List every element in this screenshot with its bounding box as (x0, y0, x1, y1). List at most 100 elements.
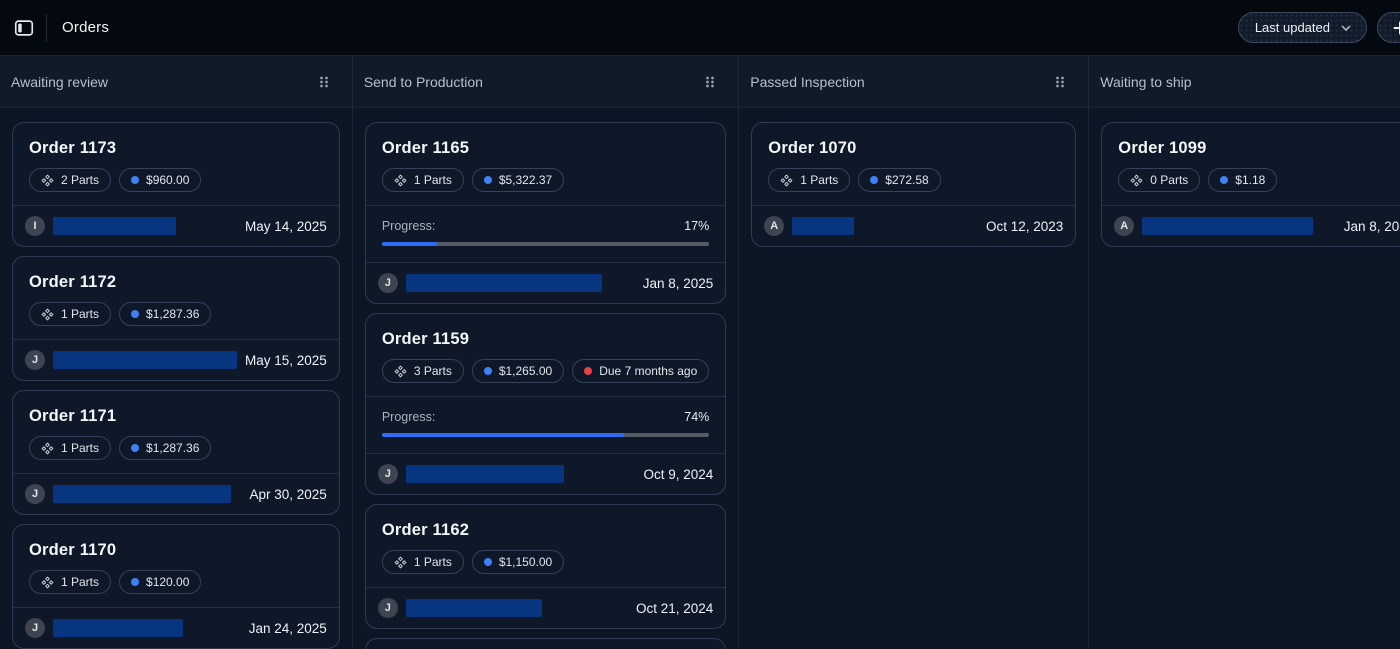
sort-dropdown-label: Last updated (1254, 20, 1330, 35)
chevron-down-icon (1341, 25, 1351, 31)
due-dot-icon (584, 367, 593, 375)
card-content: Order 1099 0 Parts $1.18 (1102, 123, 1400, 205)
card-content: Order 1162 1 Parts $1,150.00 (366, 505, 725, 587)
parts-icon (41, 442, 54, 454)
order-card[interactable]: Order 1173 2 Parts $960.00 I May 14, 2025 (12, 122, 340, 247)
amount-badge: $960.00 (119, 168, 202, 192)
amount-value: $1,265.00 (498, 364, 553, 378)
badge-row: 1 Parts $272.58 (768, 168, 1059, 192)
order-title: Order 1165 (381, 139, 470, 157)
add-order-button[interactable] (1377, 12, 1400, 43)
amount-badge: $272.58 (858, 168, 941, 192)
column-drag-handle[interactable] (312, 70, 336, 94)
parts-count: 1 Parts (61, 307, 100, 321)
order-card[interactable]: Order 1070 1 Parts $272.58 A Oct 12, 2023 (751, 122, 1077, 247)
card-footer: A Jan 8, 2024 (1102, 205, 1400, 246)
due-date: May 15, 2025 (245, 352, 327, 368)
drag-handle-icon (706, 76, 715, 87)
card-footer: A Oct 12, 2023 (752, 205, 1076, 246)
parts-count: 1 Parts (61, 575, 100, 589)
kanban-column: Awaiting review Order 1173 2 Parts $960.00 I… (0, 56, 353, 649)
parts-count: 1 Parts (61, 441, 100, 455)
column-title: Awaiting review (11, 73, 109, 90)
timeline-bar (405, 465, 564, 483)
badge-row: 1 Parts $1,150.00 (381, 550, 709, 574)
progress-section: Progress: 17% (365, 205, 726, 262)
amount-dot-icon (870, 176, 879, 184)
amount-badge: $1,150.00 (471, 550, 565, 574)
due-date: Jan 8, 2025 (642, 275, 714, 291)
column-cards: Order 1165 1 Parts $5,322.37 Progress: 17% J J… (353, 108, 738, 649)
order-card[interactable]: Order 1099 0 Parts $1.18 A Jan 8, 2024 (1101, 122, 1400, 247)
order-card[interactable]: Order 1171 1 Parts $1,287.36 J Apr 30, 2025 (12, 390, 340, 515)
card-footer: J Oct 21, 2024 (365, 587, 726, 628)
progress-label: Progress: (381, 410, 436, 424)
amount-dot-icon (483, 558, 492, 566)
column-header: Awaiting review (0, 56, 352, 108)
amount-value: $1,287.36 (146, 441, 200, 455)
kanban-column: Passed Inspection Order 1070 1 Parts $272.5… (739, 56, 1090, 649)
card-content: Order 1070 1 Parts $272.58 (752, 123, 1075, 205)
amount-badge: $1,265.00 (471, 359, 565, 383)
badge-row: 0 Parts $1.18 (1118, 168, 1400, 192)
amount-value: $120.00 (146, 575, 190, 589)
order-card[interactable]: Order 1165 1 Parts $5,322.37 Progress: 17% J J… (364, 122, 727, 304)
amount-value: $960.00 (146, 173, 190, 187)
parts-badge: 2 Parts (29, 168, 112, 192)
due-label: Due 7 months ago (599, 364, 698, 378)
amount-badge: $1,287.36 (119, 302, 212, 326)
order-card[interactable] (364, 638, 727, 649)
order-title: Order 1159 (381, 330, 470, 348)
board: Awaiting review Order 1173 2 Parts $960.00 I… (0, 56, 1400, 649)
drag-handle-icon (319, 76, 328, 87)
column-drag-handle[interactable] (1048, 70, 1072, 94)
progress-value: 74% (684, 410, 710, 424)
order-title: Order 1173 (29, 139, 117, 157)
order-title: Order 1172 (29, 273, 117, 291)
parts-badge: 3 Parts (381, 359, 464, 383)
order-title: Order 1171 (29, 407, 117, 425)
progress-track (381, 242, 710, 246)
parts-badge: 1 Parts (381, 168, 464, 192)
order-card[interactable]: Order 1170 1 Parts $120.00 J Jan 24, 2025 (12, 524, 340, 649)
badge-row: 1 Parts $1,287.36 (29, 302, 323, 326)
badge-row: 1 Parts $120.00 (29, 570, 323, 594)
amount-dot-icon (131, 578, 140, 586)
parts-icon (41, 576, 54, 588)
amount-badge: $1,287.36 (119, 436, 212, 460)
card-footer: J Jan 8, 2025 (365, 262, 726, 303)
card-footer: J Oct 9, 2024 (365, 453, 726, 494)
order-card[interactable]: Order 1162 1 Parts $1,150.00 J Oct 21, 2024 (364, 504, 727, 629)
due-badge: Due 7 months ago (572, 359, 710, 383)
order-card[interactable]: Order 1172 1 Parts $1,287.36 J May 15, 2025 (12, 256, 340, 381)
column-drag-handle[interactable] (698, 70, 722, 94)
parts-badge: 1 Parts (29, 302, 112, 326)
column-title: Passed Inspection (750, 73, 865, 90)
timeline-bar (792, 217, 855, 235)
assignee-avatar: J (25, 350, 45, 370)
parts-badge: 1 Parts (29, 436, 112, 460)
page-title: Orders (62, 19, 110, 36)
parts-icon (394, 174, 407, 186)
due-date: Jan 24, 2025 (248, 620, 327, 636)
parts-count: 1 Parts (800, 173, 839, 187)
amount-dot-icon (483, 176, 492, 184)
progress-value: 17% (684, 219, 710, 233)
due-date: Jan 8, 2024 (1343, 218, 1400, 234)
badge-row: 1 Parts $1,287.36 (29, 436, 323, 460)
column-header: Waiting to ship (1089, 56, 1400, 108)
kanban-column: Waiting to ship Order 1099 0 Parts $1.18 A Ja… (1089, 56, 1400, 649)
amount-dot-icon (131, 310, 140, 318)
badge-row: 2 Parts $960.00 (29, 168, 323, 192)
parts-badge: 1 Parts (381, 550, 464, 574)
card-footer: J May 15, 2025 (13, 339, 339, 380)
amount-value: $1,287.36 (146, 307, 200, 321)
amount-badge: $120.00 (119, 570, 202, 594)
parts-count: 0 Parts (1150, 173, 1189, 187)
sidebar-toggle-button[interactable] (10, 14, 38, 42)
order-card[interactable]: Order 1159 3 Parts $1,265.00 Due 7 months a… (364, 313, 727, 495)
timeline-bar (53, 217, 176, 235)
column-cards: Order 1099 0 Parts $1.18 A Jan 8, 2024 (1089, 108, 1400, 649)
card-footer: I May 14, 2025 (13, 205, 339, 246)
sort-dropdown[interactable]: Last updated (1237, 12, 1367, 43)
